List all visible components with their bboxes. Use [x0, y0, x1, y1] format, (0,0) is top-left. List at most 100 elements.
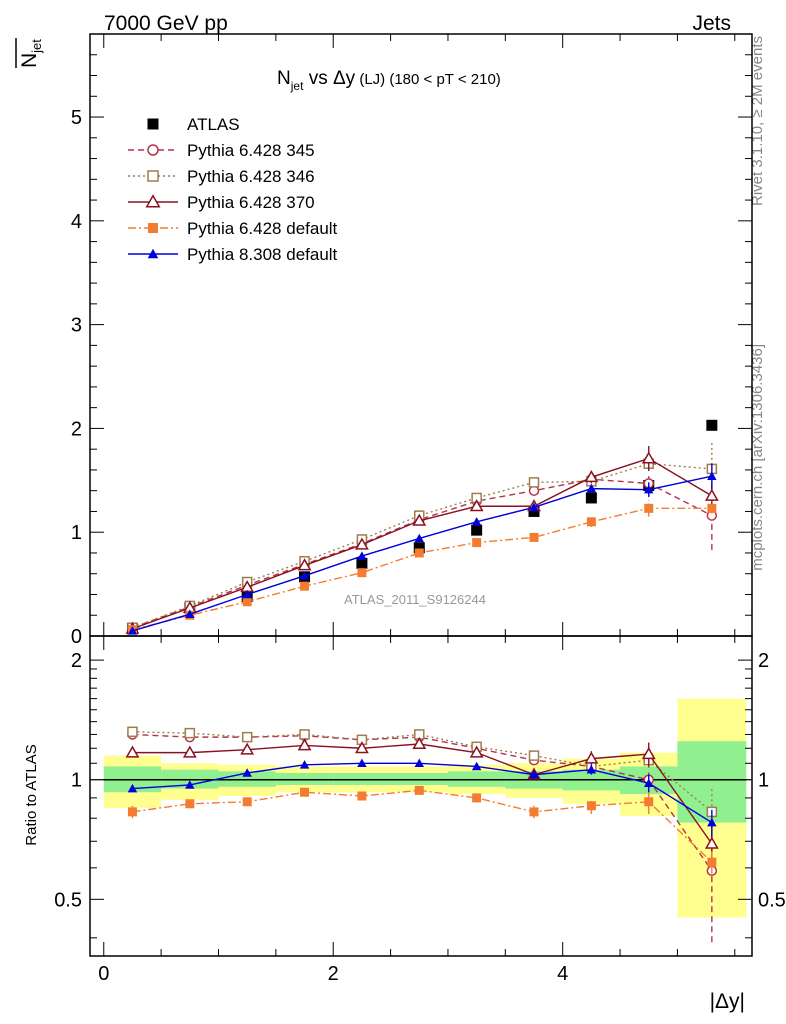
data-point: [182, 745, 197, 758]
y-tick-label: 2: [71, 650, 82, 672]
y-tick-label: 5: [71, 107, 82, 129]
series-line: [132, 507, 712, 631]
main-ylabel: Njet: [15, 38, 44, 68]
data-point: [242, 797, 252, 807]
data-point: [357, 568, 367, 578]
legend-label: Pythia 8.308 default: [187, 245, 338, 264]
data-point: [357, 551, 367, 560]
data-point: [242, 589, 252, 599]
title-sub: jet: [290, 79, 304, 93]
legend-marker: [147, 170, 159, 182]
header-left: 7000 GeV pp: [104, 12, 228, 35]
data-point: [586, 483, 597, 493]
data-point: [300, 787, 310, 797]
data-point: [185, 799, 195, 809]
series-pythia-8-308-default: [127, 758, 717, 837]
data-point: [127, 807, 137, 817]
data-point: [127, 726, 138, 738]
legend-marker: [145, 194, 161, 208]
data-point: [707, 503, 717, 513]
legend-entry: Pythia 8.308 default: [128, 245, 338, 264]
main-ylabel-text: N: [18, 53, 41, 68]
data-point: [413, 542, 425, 554]
data-point: [414, 533, 425, 543]
title-lj: (LJ): [355, 71, 385, 88]
data-point: [127, 626, 138, 635]
legend-label: Pythia 6.428 370: [187, 193, 315, 212]
y-tick-label: 1: [71, 522, 82, 544]
data-point: [584, 751, 599, 764]
title-range: (180 < pT < 210): [385, 71, 501, 88]
data-point: [528, 477, 540, 488]
mcplots-label: mcplots.cern.ch [arXiv:1306.3436]: [749, 344, 766, 571]
data-point: [472, 793, 482, 803]
legend-label: Pythia 6.428 default: [187, 219, 338, 238]
data-point: [241, 731, 253, 743]
data-point: [242, 768, 252, 777]
data-point: [585, 492, 597, 504]
rivet-version-label: Rivet 3.1.10, ≥ 2M events: [749, 36, 766, 206]
data-point: [471, 761, 482, 771]
data-point: [704, 488, 719, 501]
data-point: [185, 609, 195, 618]
data-point: [297, 738, 312, 751]
data-point: [357, 758, 367, 768]
data-point: [127, 783, 138, 793]
main-panel: ATLAS_2011_S9126244 0 1 2 3 4 5 ATLAS Pythia 6.4…: [71, 33, 753, 648]
data-point: [354, 537, 369, 550]
header-right: Jets: [692, 12, 731, 35]
legend-marker: [147, 248, 159, 259]
data-point: [584, 470, 599, 483]
data-point: [704, 836, 719, 849]
data-point: [706, 419, 718, 431]
y-tick-label: 2: [71, 418, 82, 440]
data-point: [414, 548, 424, 558]
ratio-panel: 0.5 0.5 1 1 2 2 0 2 4: [54, 635, 786, 985]
series-line: [132, 478, 713, 629]
uncertainty-band-inner: [275, 772, 334, 785]
data-point: [644, 797, 654, 807]
data-point: [586, 764, 597, 774]
chart-title: Njet vs Δy (LJ) (180 < pT < 210): [277, 68, 501, 93]
uncertainty-band-inner: [333, 772, 391, 785]
data-point: [299, 729, 310, 740]
data-point: [707, 471, 717, 480]
data-point: [471, 517, 482, 526]
data-point: [644, 484, 654, 494]
y-tick-label-right: 2: [758, 650, 769, 672]
data-point: [299, 760, 310, 769]
watermark-label: ATLAS_2011_S9126244: [344, 592, 486, 607]
legend-marker: [148, 223, 158, 233]
svg-text:Njet: Njet: [18, 39, 44, 68]
legend-marker: [147, 118, 159, 130]
data-point: [297, 558, 312, 571]
x-tick-label: 0: [98, 963, 109, 985]
data-point: [414, 758, 425, 768]
series-line: [132, 731, 713, 813]
y-tick-label: 3: [71, 315, 82, 337]
legend-entry: Pythia 6.428 346: [128, 167, 315, 186]
data-point: [125, 745, 140, 758]
uncertainty-band-inner: [390, 772, 448, 785]
data-point: [299, 571, 310, 580]
data-point: [641, 746, 656, 760]
data-point: [641, 451, 656, 464]
data-point: [356, 557, 368, 569]
y-tick-label: 0.5: [54, 889, 82, 911]
series-pythia-6-428-default: [127, 785, 717, 874]
legend-label: Pythia 6.428 345: [187, 141, 315, 160]
series-pythia-6-428-370: [125, 736, 719, 857]
legend-entry: ATLAS: [147, 115, 240, 134]
data-point: [240, 742, 255, 755]
data-point: [414, 785, 424, 795]
ratio-frame: [89, 635, 753, 957]
data-point: [472, 538, 482, 548]
legend-entry: Pythia 6.428 default: [128, 219, 338, 238]
main-ylabel-sub: jet: [29, 39, 44, 54]
data-point: [354, 741, 369, 754]
data-point: [469, 499, 484, 512]
data-point: [528, 750, 540, 761]
data-point: [412, 736, 427, 749]
x-axis-label: |Δy|: [710, 990, 745, 1013]
data-point: [528, 505, 540, 517]
